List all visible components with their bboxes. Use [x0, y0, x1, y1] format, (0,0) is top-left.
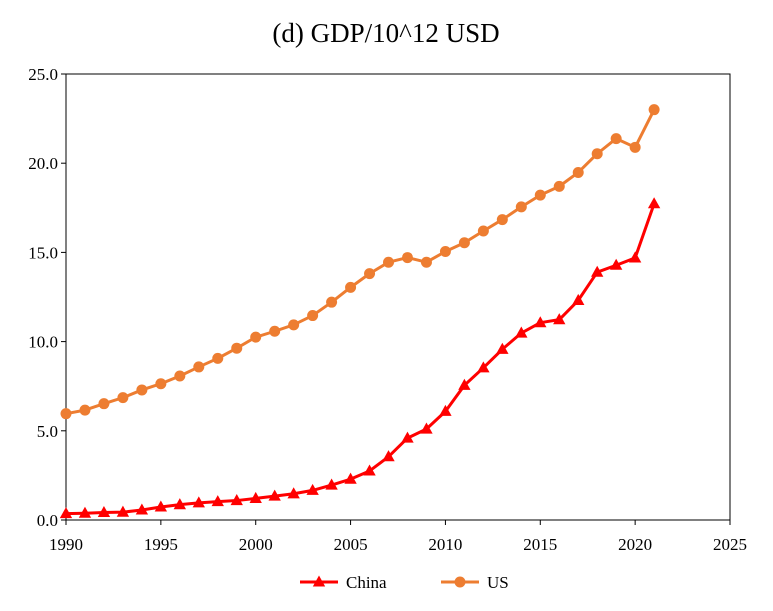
- x-tick-label: 2005: [334, 535, 368, 554]
- us-point: [383, 256, 395, 268]
- chart-title: (d) GDP/10^12 USD: [272, 18, 499, 48]
- china-point: [192, 496, 205, 508]
- china-point: [211, 495, 224, 507]
- us-point: [79, 404, 91, 416]
- us-point: [534, 189, 546, 201]
- y-tick-label: 0.0: [37, 511, 58, 530]
- china-point: [173, 498, 187, 510]
- us-point: [288, 319, 300, 331]
- china-point: [59, 507, 73, 519]
- china-point: [572, 293, 585, 305]
- plot-area-border: [65, 73, 731, 521]
- china-point: [382, 450, 395, 462]
- china-point: [553, 313, 566, 325]
- china-point: [647, 197, 661, 209]
- y-axis: 0.0 5.0 10.0 15.0 20.0 25.0: [28, 65, 66, 530]
- china-point: [97, 506, 111, 518]
- legend-item-china: China: [300, 573, 387, 592]
- y-tick-label: 10.0: [28, 333, 58, 352]
- legend-label: China: [346, 573, 387, 592]
- us-point: [477, 225, 489, 237]
- us-point: [591, 148, 603, 160]
- x-tick-label: 2010: [428, 535, 462, 554]
- x-tick-label: 2000: [239, 535, 273, 554]
- china-point: [515, 326, 528, 338]
- us-point: [250, 331, 262, 343]
- y-tick-label: 15.0: [28, 243, 58, 262]
- circle-marker-icon: [454, 576, 466, 588]
- china-point: [154, 500, 168, 512]
- china-point: [363, 464, 376, 476]
- us-point: [136, 384, 148, 396]
- china-line: [65, 203, 656, 516]
- us-point: [307, 310, 319, 322]
- us-point: [117, 392, 129, 404]
- us-point: [345, 281, 357, 293]
- china-point: [420, 422, 433, 434]
- us-point: [326, 296, 338, 308]
- legend: China US: [300, 573, 509, 592]
- y-tick-label: 25.0: [28, 65, 58, 84]
- china-point: [78, 506, 92, 518]
- china-point: [534, 316, 547, 328]
- us-point: [610, 133, 622, 145]
- china-point: [591, 265, 604, 277]
- china-point: [306, 483, 319, 495]
- us-point: [496, 214, 508, 226]
- china-point: [287, 487, 300, 499]
- china-point: [116, 505, 130, 517]
- us-point: [212, 352, 224, 364]
- legend-item-us: US: [441, 573, 509, 592]
- us-point: [648, 104, 660, 116]
- legend-label: US: [487, 573, 509, 592]
- china-point: [268, 489, 281, 501]
- us-point: [60, 408, 72, 420]
- series-us: [60, 104, 660, 420]
- us-point: [458, 237, 470, 249]
- us-point: [155, 378, 167, 390]
- china-point: [458, 378, 471, 390]
- series-china: [59, 197, 661, 519]
- us-point: [420, 256, 432, 268]
- china-point: [325, 478, 338, 490]
- us-point: [193, 361, 205, 373]
- us-point: [439, 246, 451, 258]
- us-point: [364, 268, 376, 280]
- x-axis: 1990 1995 2000 2005 2010 2015 2020 2025: [49, 520, 747, 554]
- us-point: [515, 201, 527, 213]
- us-point: [401, 252, 413, 264]
- china-point: [230, 494, 243, 506]
- us-point: [98, 398, 110, 410]
- china-point: [439, 404, 452, 416]
- china-point: [609, 258, 623, 270]
- series-layer: [59, 104, 661, 519]
- china-point: [344, 472, 357, 484]
- china-point: [249, 491, 262, 503]
- x-tick-label: 1995: [144, 535, 178, 554]
- china-point: [477, 361, 490, 373]
- china-point: [628, 251, 642, 263]
- y-tick-label: 20.0: [28, 154, 58, 173]
- us-point: [269, 325, 281, 337]
- x-tick-label: 2025: [713, 535, 747, 554]
- us-point: [174, 370, 186, 382]
- y-tick-label: 5.0: [37, 422, 58, 441]
- us-point: [231, 342, 243, 354]
- china-point: [496, 342, 509, 354]
- us-line: [65, 109, 656, 416]
- china-point: [401, 431, 414, 443]
- us-point: [572, 166, 584, 178]
- x-tick-label: 1990: [49, 535, 83, 554]
- us-point: [553, 180, 565, 192]
- china-point: [135, 503, 149, 515]
- us-point: [629, 141, 641, 153]
- x-tick-label: 2015: [523, 535, 557, 554]
- x-tick-label: 2020: [618, 535, 652, 554]
- triangle-marker-icon: [312, 575, 326, 587]
